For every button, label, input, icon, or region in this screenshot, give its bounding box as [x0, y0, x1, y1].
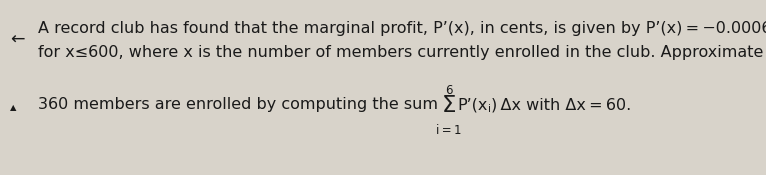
Text: A record club has found that the marginal profit, P’(x), in cents, is given by P: A record club has found that the margina… [38, 20, 766, 36]
Text: ) Δx with Δx = 60.: ) Δx with Δx = 60. [491, 97, 631, 113]
Text: 6: 6 [445, 83, 452, 96]
Text: Σ: Σ [441, 93, 456, 117]
Text: ▲: ▲ [10, 103, 17, 113]
Text: i: i [488, 104, 491, 114]
Text: for x≤600, where x is the number of members currently enrolled in the club. Appr: for x≤600, where x is the number of memb… [38, 44, 766, 60]
Text: ←: ← [10, 31, 25, 49]
Text: 360 members are enrolled by computing the sum: 360 members are enrolled by computing th… [38, 97, 441, 113]
Text: P’(x: P’(x [458, 97, 488, 113]
Text: i = 1: i = 1 [436, 124, 461, 136]
